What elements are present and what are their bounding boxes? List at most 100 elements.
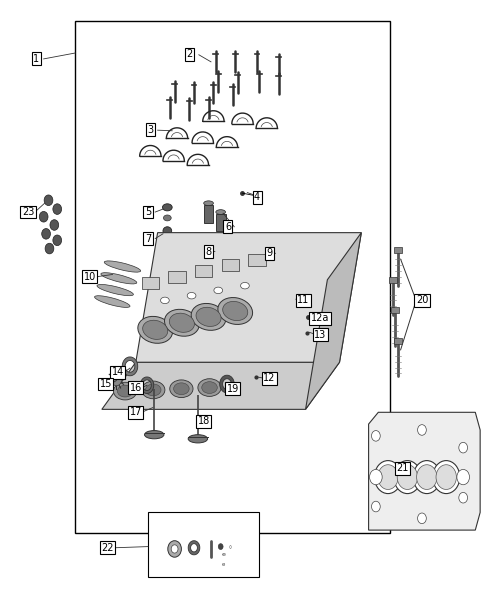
Circle shape (45, 243, 54, 254)
Ellipse shape (173, 383, 189, 395)
Text: 18: 18 (197, 416, 210, 426)
Ellipse shape (163, 215, 171, 221)
Circle shape (171, 545, 178, 553)
Circle shape (53, 235, 61, 246)
Circle shape (417, 513, 425, 524)
Bar (141, 277, 159, 289)
Ellipse shape (117, 385, 133, 397)
Circle shape (458, 442, 467, 453)
Ellipse shape (113, 382, 136, 400)
Text: 1: 1 (33, 54, 39, 64)
Bar (148, 512, 259, 577)
Bar (388, 277, 396, 283)
Circle shape (218, 544, 223, 550)
Circle shape (50, 220, 59, 230)
Text: 20: 20 (415, 296, 427, 305)
Text: 16: 16 (129, 383, 142, 392)
Ellipse shape (163, 227, 171, 235)
Circle shape (435, 465, 455, 489)
Ellipse shape (187, 292, 196, 299)
Circle shape (39, 211, 48, 222)
Polygon shape (368, 412, 479, 530)
Ellipse shape (142, 320, 167, 339)
Ellipse shape (191, 303, 226, 330)
Bar (203, 205, 213, 223)
Circle shape (369, 469, 381, 485)
Circle shape (432, 461, 459, 494)
Circle shape (111, 373, 121, 386)
Text: 5: 5 (145, 207, 151, 217)
Ellipse shape (162, 204, 172, 211)
Bar (393, 247, 401, 253)
Text: 7: 7 (145, 234, 151, 243)
Bar (75, 21, 390, 533)
Text: 19: 19 (226, 384, 239, 393)
Text: 8: 8 (205, 247, 211, 256)
Circle shape (167, 541, 181, 557)
Circle shape (396, 465, 417, 489)
Circle shape (374, 461, 401, 494)
Text: e: e (221, 562, 224, 567)
Ellipse shape (169, 380, 193, 398)
Ellipse shape (94, 296, 130, 307)
Circle shape (53, 204, 61, 214)
Text: ◦: ◦ (227, 543, 232, 552)
Ellipse shape (160, 297, 169, 304)
Ellipse shape (196, 307, 221, 326)
Bar (393, 338, 401, 344)
Circle shape (417, 425, 425, 435)
Polygon shape (102, 362, 339, 409)
Circle shape (458, 492, 467, 503)
Text: 14: 14 (111, 368, 124, 377)
Text: 13: 13 (313, 330, 326, 339)
Circle shape (42, 229, 50, 239)
Ellipse shape (169, 313, 194, 332)
Circle shape (393, 461, 420, 494)
Text: 17: 17 (129, 408, 142, 417)
Ellipse shape (97, 284, 133, 296)
Bar (221, 259, 239, 271)
Ellipse shape (144, 431, 164, 439)
Bar (391, 307, 398, 313)
Bar (248, 254, 265, 266)
Text: 11: 11 (296, 296, 309, 305)
Text: 12: 12 (262, 373, 275, 383)
Ellipse shape (203, 201, 213, 206)
Text: 2: 2 (186, 49, 192, 59)
Ellipse shape (240, 283, 249, 289)
Ellipse shape (217, 297, 252, 325)
Ellipse shape (222, 302, 247, 320)
Ellipse shape (164, 309, 199, 336)
Ellipse shape (215, 210, 225, 214)
Circle shape (412, 461, 439, 494)
Bar (195, 265, 212, 277)
Bar (168, 271, 185, 283)
Text: 12a: 12a (310, 313, 329, 323)
Ellipse shape (167, 236, 176, 244)
Circle shape (44, 195, 53, 206)
Ellipse shape (197, 379, 221, 396)
Circle shape (416, 465, 436, 489)
Text: 9: 9 (266, 249, 272, 258)
Ellipse shape (141, 381, 165, 399)
Text: 23: 23 (22, 207, 34, 217)
Circle shape (377, 465, 397, 489)
Ellipse shape (188, 435, 207, 443)
Circle shape (371, 431, 379, 441)
Ellipse shape (213, 287, 222, 294)
Bar (215, 214, 225, 231)
Ellipse shape (145, 384, 161, 396)
Polygon shape (136, 233, 361, 362)
Text: 6: 6 (225, 222, 230, 231)
Text: 10: 10 (83, 272, 96, 282)
Text: 3: 3 (147, 125, 153, 134)
Ellipse shape (104, 261, 140, 272)
Ellipse shape (137, 316, 172, 343)
Ellipse shape (101, 273, 136, 284)
Polygon shape (305, 233, 361, 409)
Text: e: e (221, 552, 225, 557)
Text: 15: 15 (99, 379, 112, 389)
Circle shape (371, 501, 379, 512)
Text: 4: 4 (254, 193, 259, 202)
Text: 22: 22 (101, 543, 114, 552)
